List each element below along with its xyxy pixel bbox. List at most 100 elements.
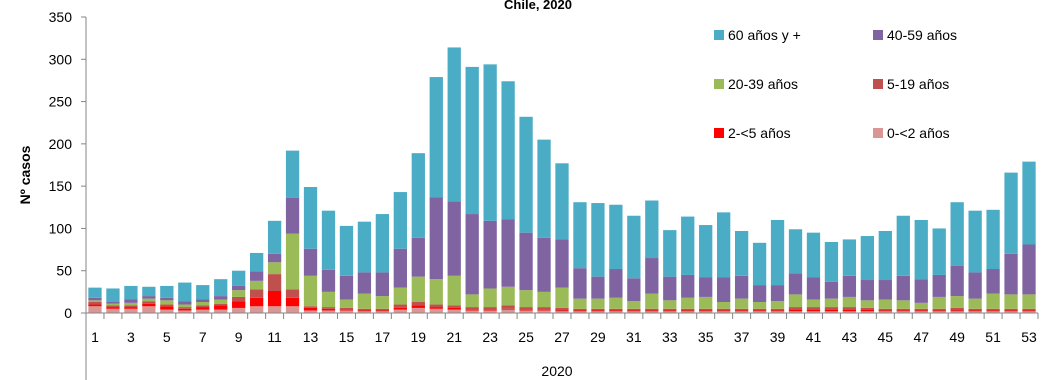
bar-week-43-series-5 (842, 239, 857, 276)
bar-week-33-series-4 (663, 276, 677, 301)
bar-week-28-series-1 (573, 310, 587, 312)
bar-week-51-series-4 (986, 269, 1000, 294)
bar-week-50-series-5 (968, 210, 982, 273)
bar-week-50-series-2 (968, 308, 982, 311)
bar-week-50-series-1 (968, 310, 982, 312)
bar-week-10-series-5 (250, 252, 264, 272)
bar-week-41-series-4 (806, 277, 821, 300)
bar-week-8-series-1 (214, 305, 228, 310)
bar-week-33-series-1 (663, 310, 677, 312)
bar-week-48-series-4 (932, 274, 946, 297)
bar-week-4-series-5 (142, 286, 156, 297)
bar-week-51-series-1 (986, 310, 1000, 312)
bar-week-5-series-4 (160, 297, 174, 301)
bar-week-41-series-5 (806, 232, 821, 278)
bar-week-40-series-1 (788, 309, 803, 312)
bar-week-35-series-1 (699, 310, 713, 312)
bar-week-1-series-5 (88, 287, 102, 298)
bar-week-31-series-2 (627, 308, 641, 311)
bar-week-42-series-0 (824, 311, 839, 313)
bar-week-28-series-5 (573, 202, 587, 269)
bar-week-46-series-4 (896, 275, 910, 301)
bar-week-30-series-4 (609, 269, 623, 298)
bar-week-33-series-3 (663, 300, 677, 309)
bar-week-32-series-2 (645, 308, 659, 311)
bar-week-21-series-0 (447, 309, 461, 313)
bar-week-11-series-4 (267, 253, 282, 263)
bar-week-34-series-1 (681, 310, 695, 312)
bar-week-8-series-4 (214, 296, 228, 300)
bar-week-49-series-1 (950, 310, 964, 312)
bar-week-53-series-1 (1022, 310, 1036, 312)
bar-week-38-series-0 (752, 311, 767, 313)
bar-week-21-series-1 (447, 307, 461, 310)
x-axis-label: 2020 (541, 363, 572, 379)
bar-week-3-series-0 (124, 308, 138, 313)
bar-week-22-series-2 (465, 307, 479, 310)
x-tick-label-49: 49 (949, 329, 965, 345)
legend-label-2: 5-19 años (887, 76, 949, 92)
bar-week-36-series-4 (717, 277, 731, 303)
bar-week-24-series-3 (501, 286, 515, 306)
bar-week-47-series-4 (914, 279, 928, 303)
bar-week-23-series-4 (483, 220, 497, 289)
bar-week-26-series-5 (537, 139, 551, 238)
x-tick-label-37: 37 (734, 329, 750, 345)
bar-week-38-series-3 (752, 302, 767, 309)
bar-week-11-series-1 (267, 291, 282, 307)
bar-week-7-series-3 (196, 302, 210, 306)
bar-week-10-series-0 (250, 306, 264, 313)
bar-week-44-series-1 (860, 309, 874, 312)
bar-week-48-series-3 (932, 296, 946, 309)
bar-week-25-series-2 (519, 307, 533, 310)
bar-week-4-series-4 (142, 296, 156, 299)
bar-week-46-series-3 (896, 300, 910, 309)
bar-week-34-series-4 (681, 274, 695, 298)
bar-week-6-series-1 (178, 308, 192, 311)
bar-week-14-series-5 (321, 210, 336, 270)
x-tick-label-3: 3 (127, 329, 135, 345)
bar-week-26-series-0 (537, 310, 551, 313)
bar-week-10-series-3 (250, 280, 264, 290)
bar-week-12-series-5 (285, 150, 300, 198)
bar-week-42-series-5 (824, 241, 839, 282)
bar-week-17-series-0 (375, 311, 390, 313)
bar-week-2-series-5 (106, 288, 120, 302)
bar-week-11-series-0 (267, 306, 282, 313)
bar-week-32-series-3 (645, 293, 659, 309)
bar-week-8-series-3 (214, 299, 228, 304)
bar-week-14-series-2 (321, 307, 336, 309)
bar-week-40-series-0 (788, 311, 803, 313)
bar-week-17-series-4 (375, 272, 390, 297)
bar-week-46-series-1 (896, 310, 910, 312)
bar-week-3-series-4 (124, 299, 138, 303)
bar-week-26-series-1 (537, 309, 551, 311)
bar-week-19-series-3 (411, 276, 425, 302)
x-tick-label-39: 39 (770, 329, 786, 345)
bar-week-17-series-2 (375, 308, 390, 311)
bar-week-40-series-4 (788, 273, 803, 295)
bar-week-13-series-0 (303, 310, 318, 313)
bar-week-2-series-0 (106, 308, 120, 313)
bar-week-52-series-0 (1004, 311, 1018, 313)
bar-week-11-series-2 (267, 274, 282, 292)
bar-week-25-series-3 (519, 290, 533, 308)
x-tick-label-43: 43 (842, 329, 858, 345)
y-tick-label-100: 100 (49, 220, 73, 236)
bar-week-29-series-2 (591, 308, 605, 311)
bar-week-17-series-5 (375, 214, 390, 273)
axes-layer (81, 16, 1039, 380)
bar-week-12-series-2 (285, 289, 300, 298)
bar-week-27-series-2 (555, 307, 569, 311)
bar-week-24-series-5 (501, 81, 515, 220)
bar-week-39-series-0 (770, 311, 785, 313)
bar-week-15-series-2 (339, 307, 354, 310)
x-tick-label-29: 29 (590, 329, 606, 345)
bar-week-15-series-0 (339, 310, 354, 313)
bar-week-36-series-5 (717, 212, 731, 278)
bar-week-27-series-0 (555, 311, 569, 313)
bar-week-13-series-4 (303, 248, 318, 276)
bar-week-40-series-3 (788, 294, 803, 308)
bar-week-53-series-3 (1022, 294, 1036, 309)
bar-week-39-series-3 (770, 301, 785, 309)
